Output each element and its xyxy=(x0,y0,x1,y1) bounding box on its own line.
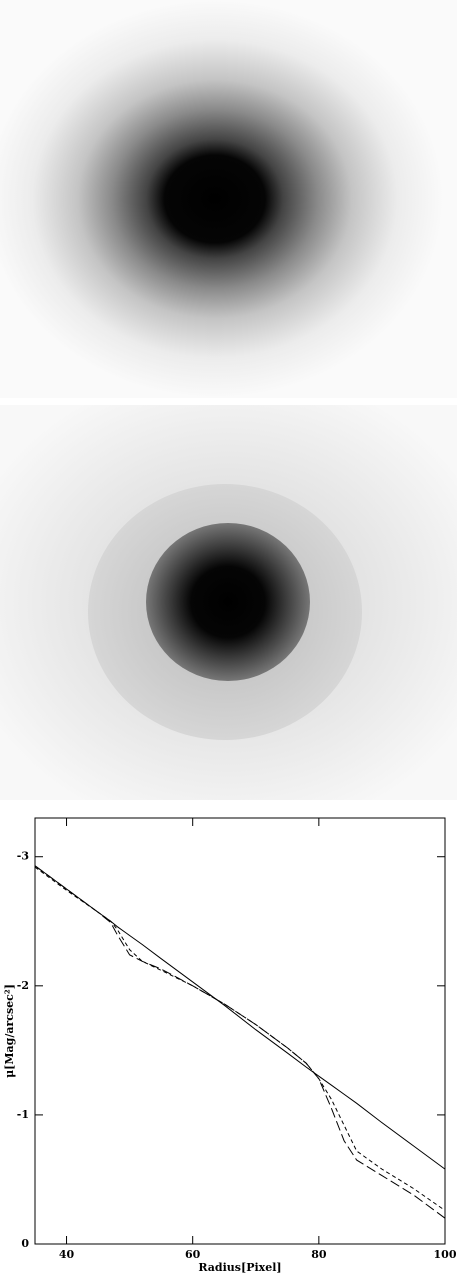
galaxy-image-bottom xyxy=(0,405,457,800)
galaxy-image-top xyxy=(0,0,457,398)
y-axis-label: μ[Mag/arcsec²] xyxy=(3,984,16,1078)
y-tick-label: 0 xyxy=(21,1237,29,1250)
x-axis-label: Radius[Pixel] xyxy=(198,1261,281,1274)
plot-frame xyxy=(35,818,445,1244)
profile-chart: Radius[Pixel] μ[Mag/arcsec²] 40 60 80 100 0 -… xyxy=(3,818,457,1274)
profile-line xyxy=(35,866,445,1218)
figure: Radius[Pixel] μ[Mag/arcsec²] 40 60 80 100 0 -… xyxy=(0,0,457,1279)
y-tick-label: -1 xyxy=(17,1108,29,1121)
profile-line xyxy=(35,867,445,1210)
y-tick-label: -2 xyxy=(17,979,29,992)
x-tick-label: 80 xyxy=(311,1248,327,1261)
x-tick-label: 60 xyxy=(185,1248,201,1261)
x-tick-label: 100 xyxy=(434,1248,457,1261)
x-tick-label: 40 xyxy=(59,1248,75,1261)
y-tick-label: -3 xyxy=(17,850,29,863)
